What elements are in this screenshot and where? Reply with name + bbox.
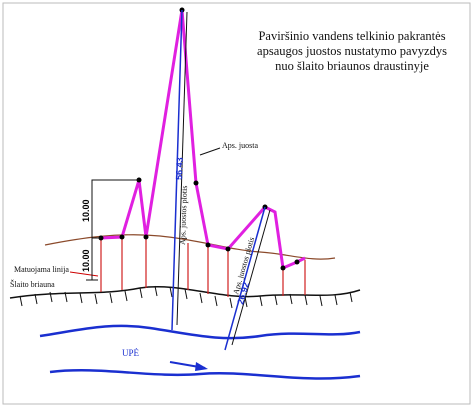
- width-value: 56.43: [174, 157, 185, 180]
- buffer-zone-label: Aps. juosta: [222, 141, 258, 150]
- frame: [2, 2, 471, 405]
- river-bank: [49, 369, 361, 380]
- title-line: apsaugos juostos nustatymo pavyzdys: [257, 44, 447, 58]
- width-line: [176, 11, 188, 326]
- leader: [69, 271, 99, 277]
- leader: [199, 147, 221, 156]
- river-label: UPĖ: [122, 348, 140, 358]
- dimension-line: [91, 179, 139, 239]
- width-line: [224, 206, 266, 351]
- title-line: Paviršinio vandens telkinio pakrantės: [258, 29, 445, 43]
- width-line: [231, 209, 271, 346]
- offset-arrows: [100, 239, 306, 297]
- flow-arrow-head: [195, 362, 208, 371]
- measure-line: [44, 234, 336, 260]
- vertices: [98, 7, 300, 271]
- slope-edge: [9, 286, 361, 299]
- width-text: Aps. juostos plotis: [178, 185, 189, 245]
- title-line: nuo šlaito briaunos draustinyje: [275, 59, 429, 73]
- measure-line-label: Matuojama linija: [14, 265, 69, 274]
- dimension-value: 10.00: [81, 249, 91, 272]
- river-bank: [39, 324, 361, 340]
- width-line: [171, 9, 183, 331]
- slope-edge-label: Šlaito briauna: [10, 280, 55, 289]
- dimension-value: 10.00: [81, 199, 91, 222]
